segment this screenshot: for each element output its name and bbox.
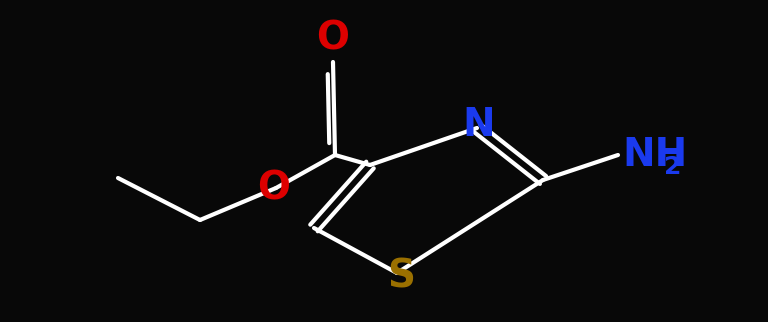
Text: O: O: [257, 169, 290, 207]
Text: O: O: [316, 19, 349, 57]
Text: N: N: [462, 106, 495, 144]
Text: S: S: [387, 258, 415, 296]
Text: NH: NH: [622, 136, 687, 174]
Text: 2: 2: [664, 155, 681, 179]
